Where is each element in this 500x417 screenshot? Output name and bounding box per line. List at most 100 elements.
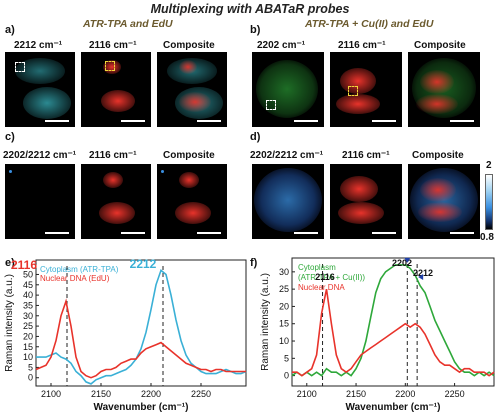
y-tick-label: 20: [23, 331, 33, 341]
y-tick-label: 35: [23, 300, 33, 310]
y-tick-label: 30: [279, 267, 289, 277]
panel-a-letter: a): [5, 24, 15, 36]
y-tick-label: 50: [23, 269, 33, 279]
peak-label: 2202: [392, 258, 412, 268]
figure-title: Multiplexing with ABATaR probes: [150, 2, 350, 16]
nucleus-blob: [416, 94, 458, 114]
chart-f: 2100 2150 2200 2250 0 5 10 15 20 25 30 Wavenumber (…: [260, 257, 495, 413]
x-tick-label: 2250: [191, 389, 211, 399]
y-tick-label: 20: [279, 301, 289, 311]
x-tick-label: 2150: [91, 389, 111, 399]
panel-a-image-composite: [157, 52, 227, 127]
panel-d-label-3: Composite: [412, 150, 464, 161]
pixel-dot: [161, 170, 164, 173]
y-tick-label: 5: [284, 353, 289, 363]
y-axis-label: Raman intensity (a.u.): [4, 274, 15, 372]
roi-box: [348, 86, 358, 96]
nucleus-blob: [103, 172, 123, 188]
panel-e-letter: e): [5, 257, 15, 269]
panel-d-label-2: 2116 cm⁻¹: [342, 150, 390, 161]
peak-label: 2212: [413, 268, 433, 278]
peak-label: 2212: [130, 257, 157, 271]
panel-b-image-2116: [330, 52, 402, 127]
scale-bar: [45, 232, 69, 234]
panel-c-label-1: 2202/2212 cm⁻¹: [3, 150, 77, 161]
scale-bar: [197, 232, 221, 234]
scale-bar: [121, 120, 145, 122]
roi-box: [105, 61, 115, 71]
scale-bar: [450, 232, 474, 234]
x-axis-label: Wavenumber (cm⁻¹): [346, 402, 441, 413]
nucleus-blob: [340, 176, 378, 202]
panel-a-label-2: 2116 cm⁻¹: [89, 40, 137, 51]
scale-bar: [121, 232, 145, 234]
x-tick-label: 2200: [395, 389, 415, 399]
nucleus-blob: [99, 202, 135, 224]
legend-entry-1: Cytoplasm: [298, 263, 336, 272]
panel-b-label-2: 2116 cm⁻¹: [338, 40, 386, 51]
nucleus-blob: [175, 202, 211, 224]
nucleus-blob: [101, 90, 135, 112]
scale-bar: [294, 232, 318, 234]
scale-bar: [372, 232, 396, 234]
panel-b-image-2202: [252, 52, 324, 127]
nucleus-blob: [179, 60, 197, 74]
x-axis-label: Wavenumber (cm⁻¹): [94, 402, 189, 413]
y-tick-label: 0: [28, 373, 33, 383]
panel-b-letter: b): [250, 24, 261, 36]
nucleus-blob: [340, 68, 376, 94]
scale-bar: [372, 120, 396, 122]
nucleus-blob: [338, 202, 384, 224]
series-line-1: [36, 268, 247, 385]
panel-c-letter: c): [5, 131, 15, 143]
x-tick-label: 2100: [297, 389, 317, 399]
series-line-2: [35, 298, 246, 379]
panel-b-label-3: Composite: [414, 40, 466, 51]
series-line-1: [291, 264, 495, 377]
y-tick-label: 15: [279, 319, 289, 329]
cell-blob: [23, 87, 71, 119]
nucleus-blob: [179, 92, 211, 112]
panel-b-label-1: 2202 cm⁻¹: [257, 40, 306, 51]
scale-bar: [197, 120, 221, 122]
panel-a-subtitle: ATR-TPA and EdU: [83, 18, 173, 30]
panel-a-image-2116: [81, 52, 151, 127]
colorbar: [485, 174, 493, 230]
nucleus-blob: [420, 70, 454, 94]
panel-f-letter: f): [250, 257, 258, 269]
roi-box: [15, 62, 25, 72]
colorbar-min-label: 0.8: [480, 232, 494, 243]
x-tick-label: 2150: [346, 389, 366, 399]
y-tick-label: 25: [279, 284, 289, 294]
panel-d-label-1: 2202/2212 cm⁻¹: [250, 150, 324, 161]
legend-entry-2: Nuclear DNA: [298, 283, 345, 292]
panel-d-image-ratio: [252, 164, 324, 239]
panel-c-label-2: 2116 cm⁻¹: [89, 150, 137, 161]
cell-blob: [254, 168, 322, 232]
panel-a-image-2212: [5, 52, 75, 127]
legend-entry-1: Cytoplasm (ATR-TPA): [40, 265, 119, 274]
peak-arrow-2212: [418, 274, 424, 281]
nucleus-blob: [336, 94, 380, 114]
x-tick-label: 2200: [141, 389, 161, 399]
panel-d-letter: d): [250, 131, 261, 143]
x-tick-label: 2100: [41, 389, 61, 399]
peak-label: 2116: [315, 272, 335, 282]
nucleus-blob: [418, 202, 462, 222]
panel-a-label-3: Composite: [163, 40, 215, 51]
y-tick-label: 10: [279, 336, 289, 346]
nucleus-blob: [179, 172, 199, 188]
y-tick-label: 30: [23, 311, 33, 321]
scale-bar: [45, 120, 69, 122]
y-tick-label: 25: [23, 321, 33, 331]
peak-label: 2116: [11, 258, 37, 272]
y-tick-label: 15: [23, 342, 33, 352]
nucleus-blob: [420, 178, 456, 202]
panel-c-image-2116: [81, 164, 151, 239]
x-tick-label: 2250: [445, 389, 465, 399]
panel-d-image-2116: [330, 164, 402, 239]
y-axis-label: Raman intensity (a.u.): [260, 273, 271, 371]
colorbar-max-label: 2: [486, 160, 492, 171]
y-tick-label: 40: [23, 290, 33, 300]
